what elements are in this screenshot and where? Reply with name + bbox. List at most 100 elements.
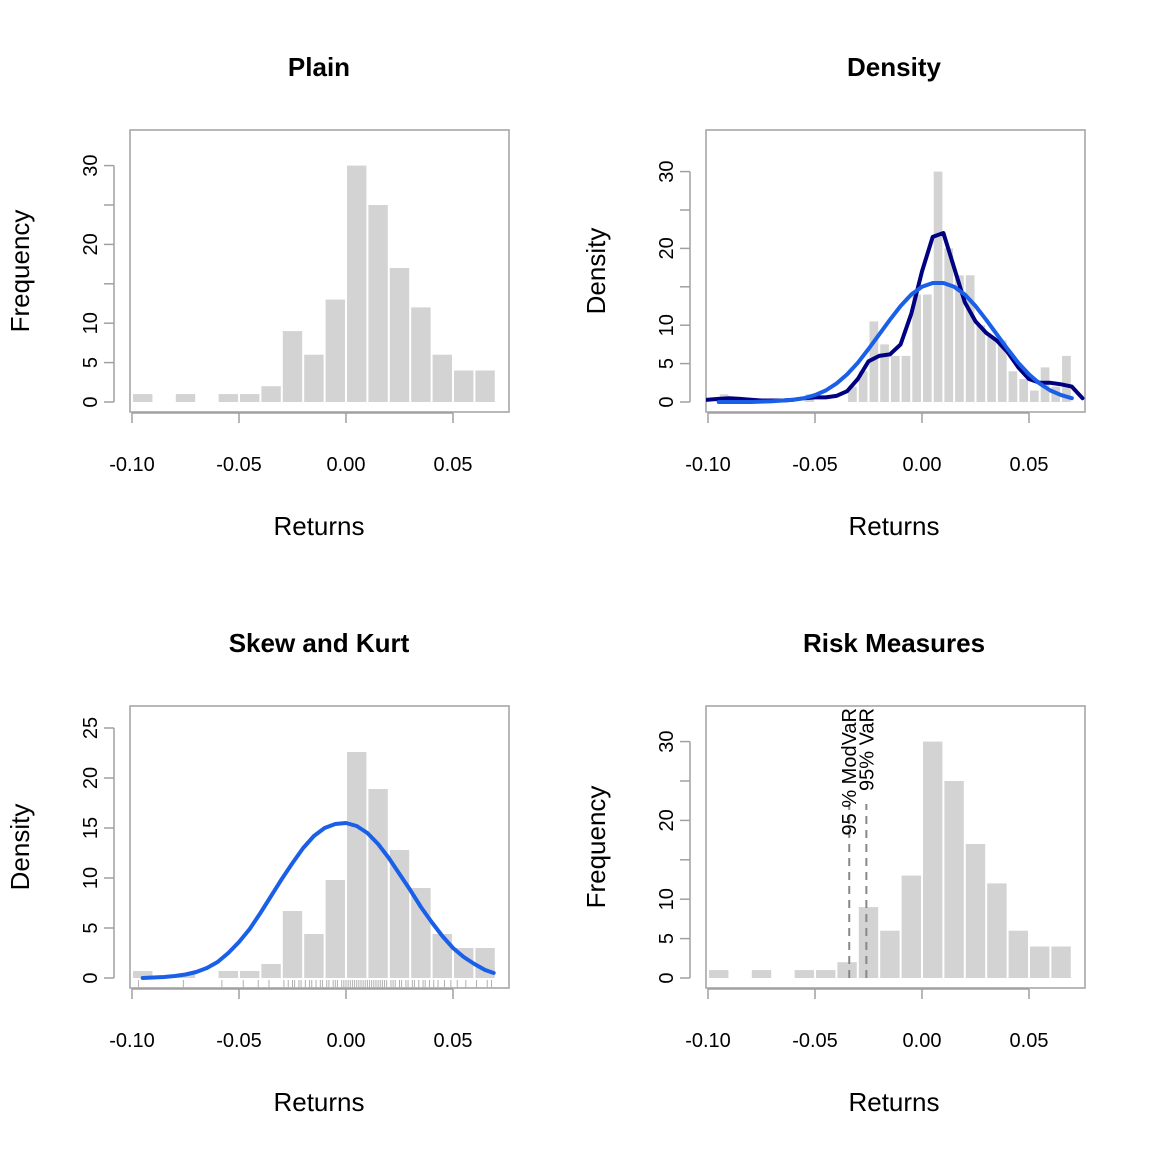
chart-title: Skew and Kurt	[229, 628, 410, 658]
x-axis-label: Returns	[848, 1087, 939, 1117]
histogram-bar	[987, 336, 996, 402]
histogram-bar	[411, 307, 431, 402]
plot-frame	[129, 705, 510, 989]
histogram-bar	[997, 340, 1007, 402]
y-tick-label: 15	[80, 817, 102, 839]
y-tick-label: 10	[80, 312, 102, 334]
x-tick-label: -0.10	[109, 1030, 155, 1052]
histogram-bar	[965, 844, 986, 978]
chart-title: Plain	[288, 52, 350, 82]
histogram-bar	[304, 934, 324, 978]
histogram-bar	[325, 299, 345, 402]
x-axis-label: Returns	[273, 511, 364, 541]
plot-frame	[705, 705, 1086, 989]
x-tick-label: 0.05	[1010, 454, 1049, 476]
histogram-bar	[1008, 930, 1028, 978]
histogram-bar	[347, 752, 367, 978]
x-tick-label: 0.00	[327, 1030, 366, 1052]
histogram-bar	[901, 875, 921, 978]
panel-skew-kurt: 0 5 10 15 20 25 -0.10 -0.05 0.00 0.05 Skew and Kur…	[5, 628, 510, 1117]
histogram-bar	[133, 394, 153, 402]
histogram-bar	[890, 355, 900, 402]
y-axis-label: Frequency	[581, 786, 611, 909]
histogram-bar	[1019, 379, 1028, 402]
y-tick-label: 0	[656, 972, 678, 983]
y-tick-label: 0	[656, 396, 678, 407]
histogram-bar	[912, 294, 921, 402]
histogram-bar	[368, 205, 388, 402]
y-tick-label: 10	[80, 867, 102, 889]
bars	[709, 741, 1071, 978]
histogram-bar	[240, 971, 260, 978]
histogram-bar	[454, 370, 474, 402]
histogram-bar	[368, 789, 388, 978]
histogram-bar	[218, 971, 238, 978]
histogram-bar	[880, 930, 900, 978]
var-line-label: 95% VaR	[856, 708, 878, 791]
histogram-bar	[837, 962, 857, 978]
panel-density: 0 5 10 20 30 -0.10 -0.05 0.00 0.05 Density Returns…	[581, 52, 1086, 541]
histogram-bar	[751, 970, 772, 978]
histogram-bar	[175, 394, 196, 402]
plot-frame	[129, 129, 510, 413]
histogram-bar	[933, 171, 943, 402]
x-tick-label: -0.10	[109, 454, 155, 476]
x-tick-label: -0.10	[685, 1030, 731, 1052]
y-tick-label: 20	[80, 233, 102, 255]
histogram-bar	[869, 321, 879, 402]
histogram-bar	[965, 275, 975, 402]
panel-risk: 0 5 10 20 30 -0.10 -0.05 0.00 0.05 Risk Measures R…	[581, 628, 1086, 1117]
histogram-bar	[411, 888, 431, 978]
histogram-bar	[709, 970, 729, 978]
histogram-bar	[282, 331, 303, 402]
histogram-bar	[432, 354, 452, 402]
y-axis-label: Frequency	[5, 210, 35, 333]
y-tick-label: 30	[656, 160, 678, 182]
histogram-bar	[880, 344, 889, 402]
x-tick-label: -0.05	[792, 454, 838, 476]
chart-title: Risk Measures	[803, 628, 985, 658]
y-tick-label: 10	[656, 888, 678, 910]
y-tick-label: 0	[80, 396, 102, 407]
var-line-label: 95 % ModVaR	[839, 708, 861, 835]
histogram-bar	[955, 275, 964, 402]
histogram-bar	[240, 394, 260, 402]
histogram-bar	[987, 883, 1007, 978]
y-tick-label: 20	[80, 767, 102, 789]
y-tick-label: 5	[80, 357, 102, 368]
y-tick-label: 20	[656, 237, 678, 259]
y-tick-label: 0	[80, 972, 102, 983]
bars	[133, 752, 495, 978]
histogram-bar	[325, 880, 345, 978]
histogram-bar	[816, 970, 836, 978]
x-tick-label: -0.05	[792, 1030, 838, 1052]
histogram-bar	[304, 354, 324, 402]
histogram-bar	[282, 911, 303, 978]
histogram-bar	[1030, 390, 1039, 402]
x-tick-label: 0.00	[327, 454, 366, 476]
rug	[137, 980, 493, 988]
histogram-bar	[858, 907, 879, 978]
histogram-bar	[1062, 355, 1071, 402]
y-tick-label: 5	[656, 933, 678, 944]
histogram-bar	[858, 371, 868, 402]
y-tick-label: 30	[656, 730, 678, 752]
histogram-bar	[218, 394, 238, 402]
histogram-bar	[923, 294, 932, 402]
y-tick-label: 20	[656, 809, 678, 831]
histogram-bar	[261, 386, 281, 402]
y-axis-label: Density	[5, 804, 35, 891]
histogram-bar	[976, 325, 986, 402]
histogram-bar	[389, 268, 410, 402]
x-tick-label: 0.05	[434, 454, 473, 476]
x-tick-label: 0.05	[434, 1030, 473, 1052]
histogram-bar	[1008, 371, 1018, 402]
histogram-bar	[347, 165, 367, 402]
y-tick-label: 5	[80, 922, 102, 933]
x-axis-label: Returns	[848, 511, 939, 541]
x-tick-label: 0.05	[1010, 1030, 1049, 1052]
x-tick-label: -0.10	[685, 454, 731, 476]
plot-frame	[705, 129, 1086, 413]
density-curve-2	[716, 281, 1074, 404]
